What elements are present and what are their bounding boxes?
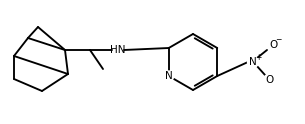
Text: HN: HN (110, 45, 126, 55)
Circle shape (247, 57, 259, 67)
Text: N: N (249, 57, 257, 67)
Text: −: − (275, 35, 281, 45)
Circle shape (267, 40, 278, 50)
Circle shape (264, 75, 274, 86)
Text: N: N (165, 71, 173, 81)
Text: +: + (255, 52, 261, 62)
Circle shape (164, 71, 174, 81)
Text: O: O (265, 75, 273, 85)
Text: O: O (269, 40, 277, 50)
